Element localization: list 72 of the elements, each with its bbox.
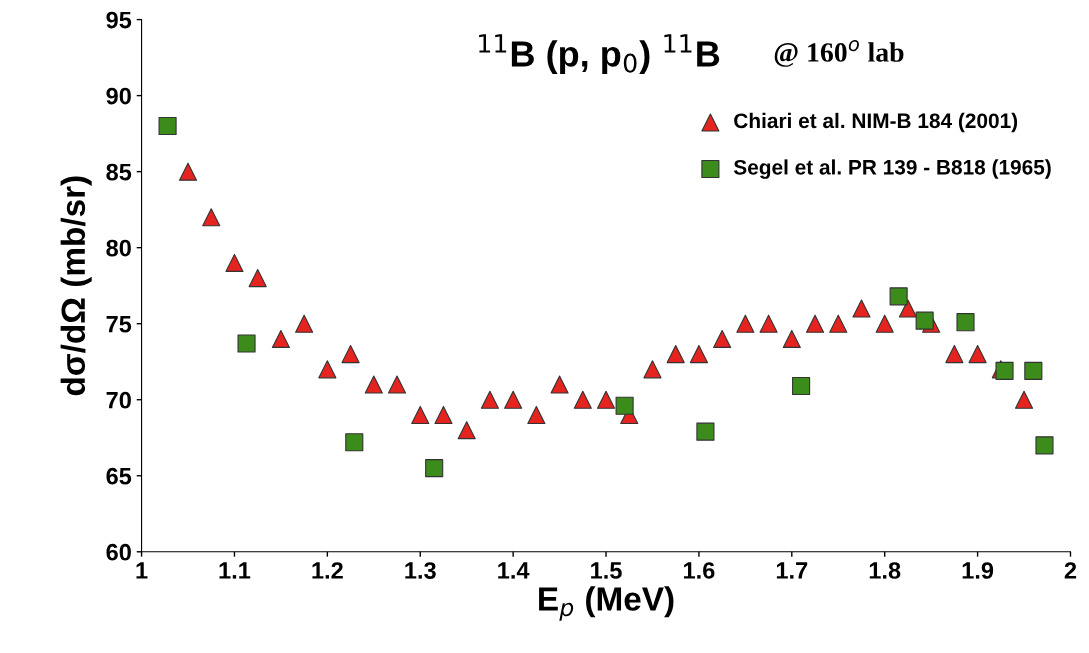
point [202,208,221,227]
point [713,329,732,348]
x-tick-label: 1.9 [962,562,994,579]
point [550,375,569,394]
point [736,314,755,333]
point [889,287,908,306]
point [573,390,592,409]
point [178,162,198,181]
y-tick-label: 65 [106,467,132,485]
point [915,311,934,330]
point [295,314,314,333]
y-tick-label: 60 [106,543,131,561]
point [345,433,364,452]
point [271,329,290,348]
x-tick-label: 1.3 [405,562,436,579]
point [364,375,383,394]
point [995,361,1014,380]
x-tick-label: 1.7 [776,562,808,579]
x-tick-label: 1.4 [498,562,530,579]
point [248,269,267,288]
point [237,334,256,353]
point [425,459,444,478]
chart-title: $^{11}$B (p, p$_{0}$) $^{11}$B [479,34,720,74]
y-tick-label: 75 [106,316,132,333]
x-tick-label: 1.2 [312,562,343,579]
x-axis-title: E$_{p}$ (MeV) [539,586,674,621]
point [792,376,811,396]
x-tick-label: 2 [1064,562,1077,579]
x-tick-label: 1.8 [869,562,901,579]
point [318,360,337,379]
point [898,299,917,318]
point [875,314,894,333]
legend-label: Segel et al. PR 139 - B818 (1965) [733,159,1051,179]
point [829,314,848,333]
point [158,116,177,136]
y-tick-label: 85 [106,163,132,181]
point [596,390,616,409]
point [666,345,685,364]
point [527,405,546,424]
x-tick-label: 1.6 [684,562,715,579]
point [689,345,708,364]
point [434,405,453,424]
point [1024,361,1043,380]
x-tick-label: 1.5 [591,562,622,579]
point [805,314,825,333]
x-tick-label: 1 [136,562,148,579]
legend-label: Chiari et al. NIM-B 184 (2001) [734,112,1018,133]
y-axis-title: dσ/dΩ (mb/sr) [60,176,92,396]
point [457,421,476,440]
y-tick-label: 95 [106,11,132,29]
y-tick-label: 80 [106,239,131,257]
point [759,314,778,333]
point [852,299,871,318]
point [696,422,715,441]
point [225,253,244,272]
point [341,345,360,364]
point [1014,390,1034,409]
point [782,329,801,348]
point [968,345,987,364]
point [956,313,975,332]
point [411,405,430,424]
point [945,345,964,364]
y-tick-label: 70 [106,391,131,409]
x-tick-label: 1.1 [219,562,251,579]
y-tick-label: 90 [106,87,131,105]
point [615,396,634,415]
point [643,360,662,379]
annotation: @ 160$^{o}$ lab [774,40,904,67]
point [1035,436,1054,455]
point [387,375,407,394]
point [480,390,499,409]
point [504,390,523,409]
